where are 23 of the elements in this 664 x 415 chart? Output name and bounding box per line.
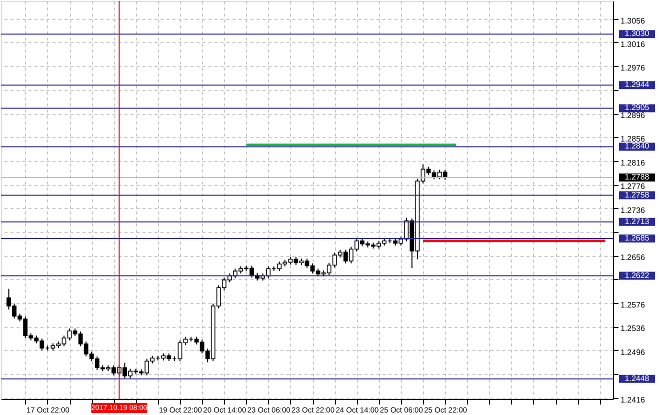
y-tick-label: 1.2856 [620, 134, 646, 144]
ref-line-label: 1.2758 [624, 190, 650, 200]
y-tick-label: 1.2896 [620, 111, 646, 120]
ref-line-label: 1.2905 [624, 103, 650, 112]
y-tick-label: 1.2656 [620, 253, 646, 262]
y-tick-label: 1.3016 [620, 40, 646, 49]
y-tick-label: 1.2576 [620, 300, 646, 310]
y-tick-label: 1.2816 [620, 158, 646, 168]
y-tick-label: 1.3056 [620, 16, 646, 26]
y-tick-label: 1.2536 [620, 324, 646, 334]
ref-line-label: 1.2788 [624, 172, 650, 182]
ref-line-label: 1.2840 [624, 142, 650, 151]
ref-line-label: 1.2448 [624, 374, 650, 383]
y-tick-label: 1.2976 [620, 64, 646, 73]
y-tick-label: 1.2736 [620, 206, 646, 215]
ref-line-label: 1.2944 [624, 80, 650, 90]
ref-line-label: 1.2713 [624, 216, 650, 226]
y-tick-label: 1.2496 [620, 348, 646, 357]
ref-line-label: 1.2622 [624, 270, 650, 280]
y-tick-label: 1.2416 [620, 395, 646, 404]
ref-line-label: 1.2685 [624, 233, 650, 242]
ref-line-label: 1.3030 [624, 29, 650, 38]
y-tick-label: 1.2776 [620, 182, 646, 192]
